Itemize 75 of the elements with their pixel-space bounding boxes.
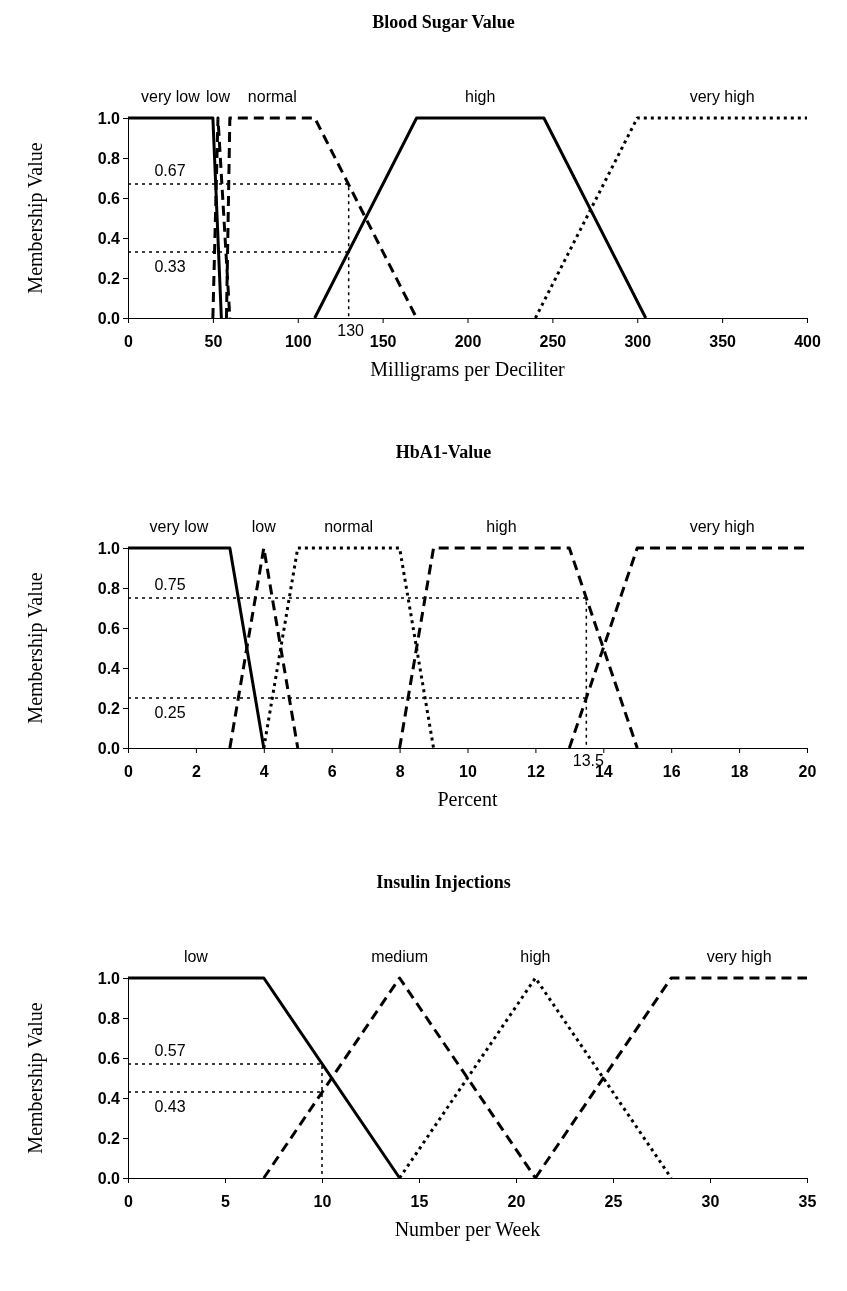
x-tick-label: 10 (459, 762, 477, 780)
x-axis-title: Number per Week (394, 1218, 541, 1241)
chart-title: HbA1-Value (395, 442, 492, 462)
series-label: very low (149, 518, 209, 535)
x-tick-label: 16 (662, 762, 681, 780)
series-label: very high (706, 948, 772, 965)
x-tick-label: 20 (798, 762, 817, 780)
x-tick-label: 10 (313, 1192, 332, 1210)
series-label: low (183, 948, 209, 965)
y-axis-title: Membership Value (24, 572, 47, 724)
y-tick-label: 1.0 (97, 109, 121, 127)
x-tick-label: 2 (191, 762, 201, 780)
chart-title: Insulin Injections (376, 872, 511, 892)
y-tick-label: 0.6 (97, 619, 121, 637)
y-tick-label: 1.0 (97, 539, 121, 557)
y-tick-label: 0.4 (97, 229, 121, 247)
x-axis-title: Milligrams per Deciliter (370, 358, 566, 381)
series-label: medium (371, 948, 429, 965)
annotation: 130 (337, 322, 365, 339)
series-label: normal (247, 88, 297, 105)
series-label: normal (324, 518, 374, 535)
annotation: 0.57 (154, 1042, 186, 1059)
y-tick-label: 0.2 (97, 269, 121, 287)
x-tick-label: 400 (794, 332, 821, 350)
x-tick-label: 0 (124, 762, 134, 780)
x-tick-label: 35 (798, 1192, 817, 1210)
x-tick-label: 6 (327, 762, 337, 780)
y-tick-label: 0.8 (97, 149, 121, 167)
series-label: very high (689, 518, 755, 535)
x-axis-title: Percent (437, 788, 498, 810)
annotation: 0.75 (154, 576, 186, 593)
y-tick-label: 0.0 (97, 309, 121, 327)
y-tick-label: 1.0 (97, 969, 121, 987)
x-tick-label: 250 (539, 332, 567, 350)
x-tick-label: 18 (730, 762, 749, 780)
x-tick-label: 0 (124, 1192, 134, 1210)
x-tick-label: 20 (507, 1192, 526, 1210)
y-tick-label: 0.6 (97, 189, 121, 207)
series-label: very low (141, 88, 201, 105)
y-tick-label: 0.0 (97, 1169, 121, 1187)
series-label: low (205, 88, 231, 105)
y-tick-label: 0.8 (97, 579, 121, 597)
x-tick-label: 0 (124, 332, 134, 350)
series-label: high (520, 948, 551, 965)
y-axis-title: Membership Value (24, 1002, 47, 1154)
annotation: 0.43 (154, 1098, 186, 1115)
x-tick-label: 300 (624, 332, 652, 350)
chart-title: Blood Sugar Value (372, 12, 515, 32)
y-tick-label: 0.0 (97, 739, 121, 757)
x-tick-label: 4 (259, 762, 269, 780)
x-tick-label: 350 (709, 332, 737, 350)
series-label: high (465, 88, 496, 105)
series-label: very high (689, 88, 755, 105)
y-tick-label: 0.4 (97, 659, 121, 677)
x-tick-label: 5 (221, 1192, 231, 1210)
series-label: high (486, 518, 517, 535)
x-tick-label: 30 (701, 1192, 720, 1210)
y-tick-label: 0.8 (97, 1009, 121, 1027)
x-tick-label: 8 (395, 762, 405, 780)
y-tick-label: 0.2 (97, 1129, 121, 1147)
series-label: low (251, 518, 277, 535)
y-tick-label: 0.2 (97, 699, 121, 717)
x-tick-label: 100 (284, 332, 312, 350)
x-tick-label: 50 (204, 332, 223, 350)
x-tick-label: 150 (369, 332, 397, 350)
x-tick-label: 12 (527, 762, 545, 780)
y-axis-title: Membership Value (24, 142, 47, 294)
annotation: 0.67 (154, 162, 186, 179)
y-tick-label: 0.4 (97, 1089, 121, 1107)
x-tick-label: 25 (604, 1192, 623, 1210)
annotation: 0.25 (154, 704, 186, 721)
x-tick-label: 15 (410, 1192, 429, 1210)
x-tick-label: 200 (454, 332, 482, 350)
annotation: 0.33 (154, 258, 186, 275)
y-tick-label: 0.6 (97, 1049, 121, 1067)
